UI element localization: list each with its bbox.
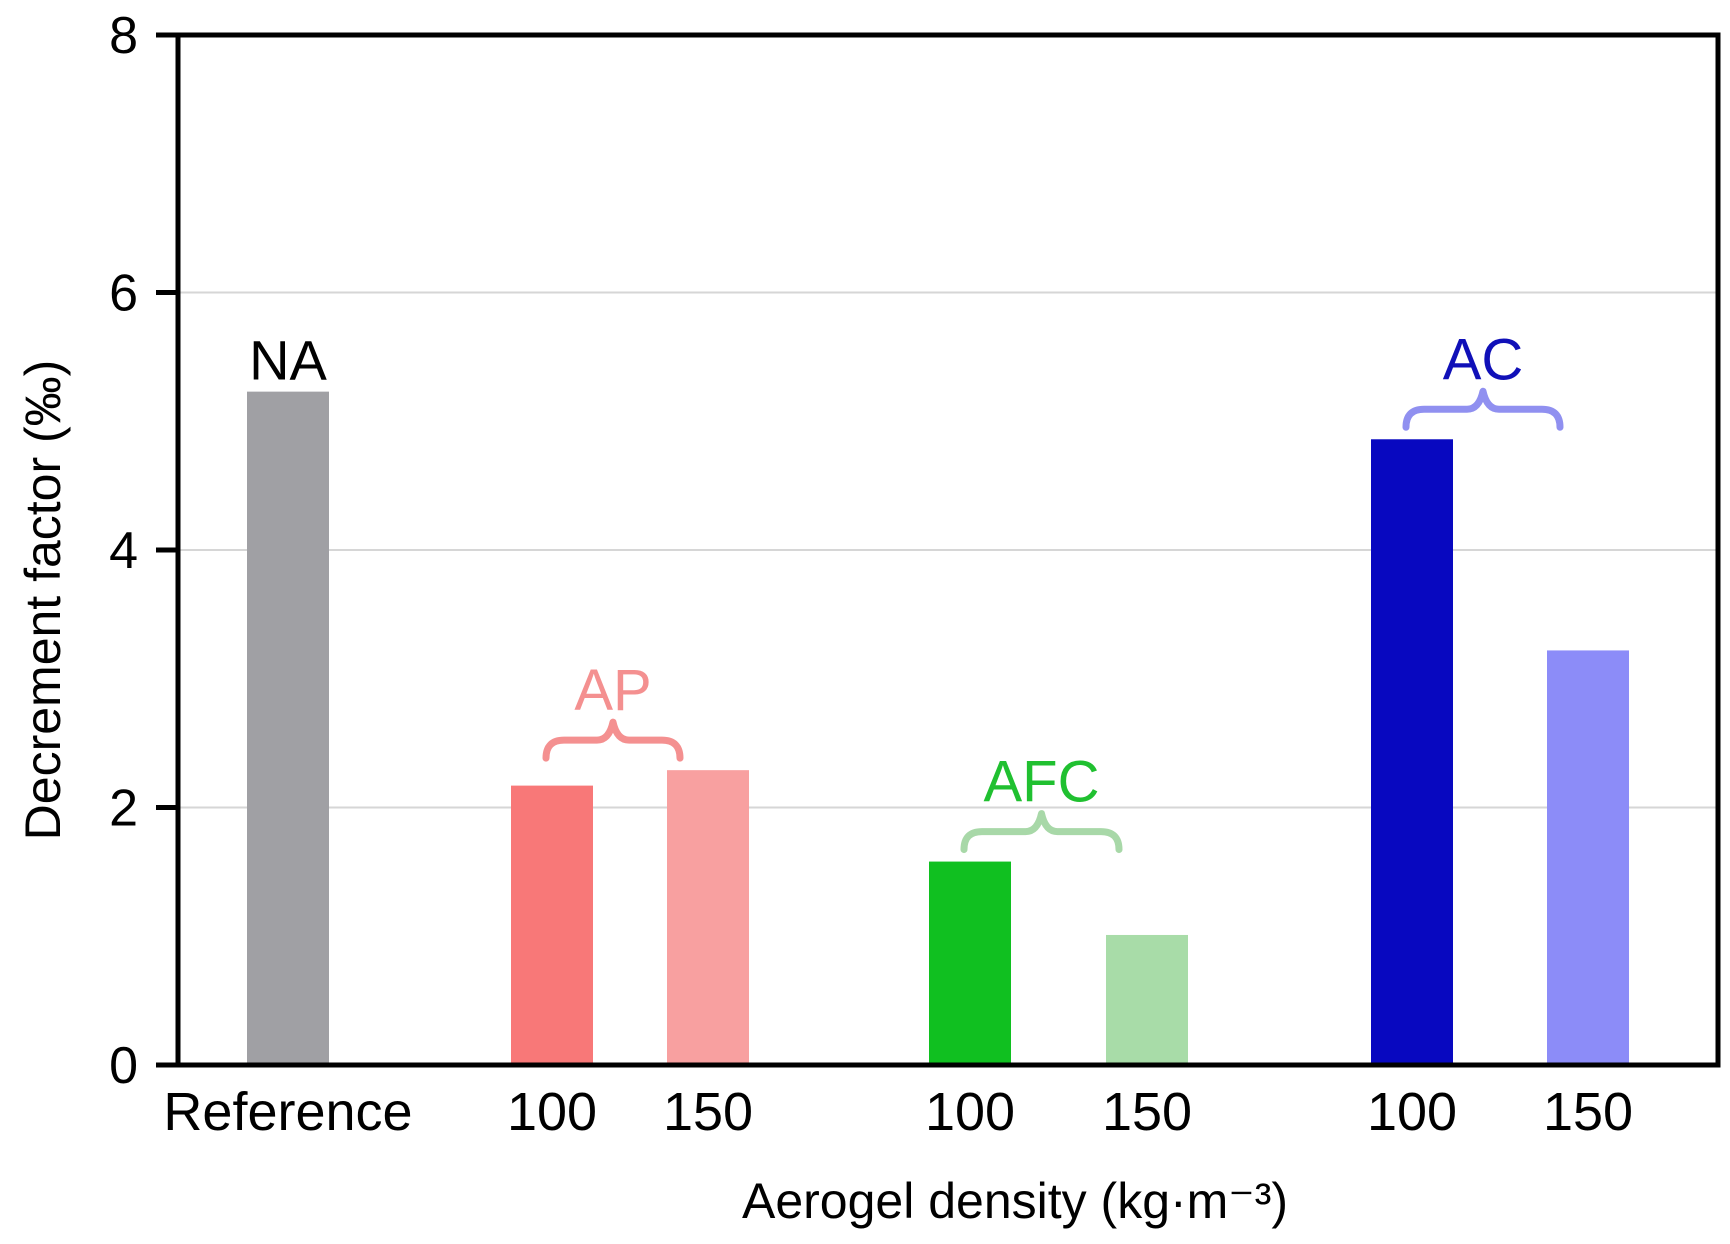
x-tick-label: 100 [925,1082,1015,1142]
x-tick-label: 100 [507,1082,597,1142]
bar-ap-100 [511,785,593,1065]
x-tick-label: 150 [1543,1082,1633,1142]
group-annotations: NA AP AFC AC [249,327,1564,854]
y-tick-label: 6 [109,265,138,323]
group-label-ac: AC [1443,327,1524,392]
x-axis-category-labels: Reference 100 150 100 150 100 150 [163,1082,1633,1142]
group-label-na: NA [249,329,327,392]
grid-lines [178,291,1718,809]
bar-ac-150 [1547,650,1629,1065]
group-brace-ac [1402,387,1564,431]
bar-afc-100 [929,861,1011,1065]
x-tick-label: 100 [1367,1082,1457,1142]
y-tick-label: 4 [109,522,138,580]
group-brace-afc [960,810,1123,854]
y-tick-label: 2 [109,780,138,838]
y-tick-label: 8 [109,7,138,65]
y-tick-label: 0 [109,1037,138,1095]
group-label-afc: AFC [984,750,1100,815]
y-axis-title: Decrement factor (‰) [15,360,71,841]
bar-ap-150 [667,770,749,1065]
group-brace-ap [542,718,684,762]
bars [247,391,1629,1065]
bar-na-reference [247,391,329,1065]
x-axis-title: Aerogel density (kg·m⁻³) [742,1173,1288,1229]
group-label-ap: AP [574,658,651,723]
x-tick-label: Reference [163,1082,412,1142]
y-axis-ticks: 0 2 4 6 8 [109,7,178,1095]
x-tick-label: 150 [663,1082,753,1142]
bar-afc-150 [1106,934,1188,1065]
x-tick-label: 150 [1102,1082,1192,1142]
bar-ac-100 [1371,439,1453,1065]
